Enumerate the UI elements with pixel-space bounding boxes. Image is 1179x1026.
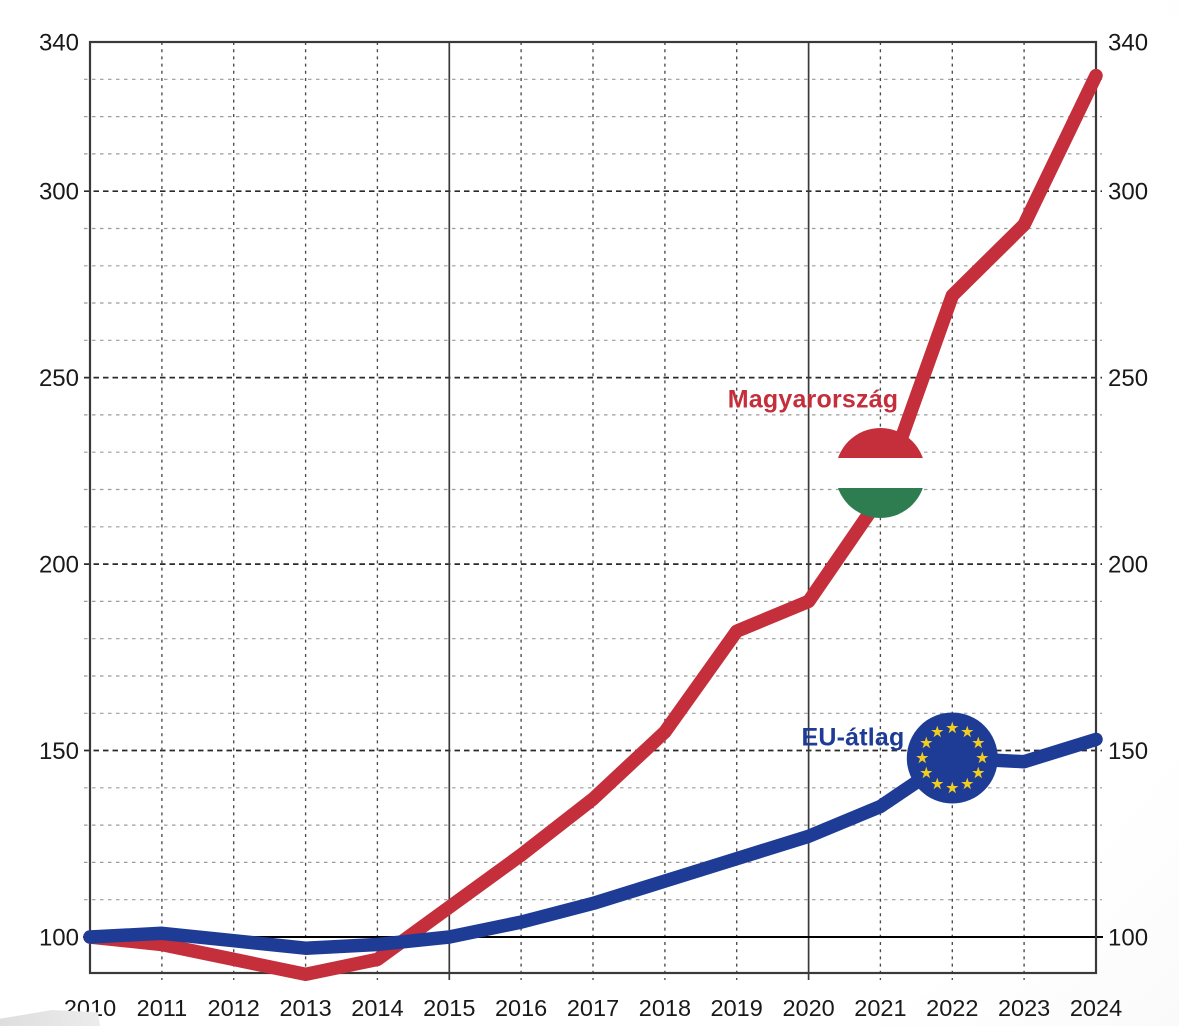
y-axis-label-right: 200 [1108,552,1148,579]
y-axis-label-right: 340 [1108,30,1148,57]
series-line-magyarorszag [83,68,1103,982]
eu-flag-star [961,725,974,738]
x-axis-label: 2023 [998,995,1050,1021]
x-axis-label: 2021 [854,995,906,1021]
x-axis-label: 2016 [495,995,547,1021]
y-axis-label-left: 150 [39,738,79,765]
x-axis-label: 2013 [279,995,331,1021]
x-axis-label: 2011 [137,995,188,1021]
eu-flag-star [920,766,933,779]
y-axis-label-right: 250 [1108,365,1148,392]
y-axis-label-right: 100 [1108,925,1148,952]
y-axis-label-left: 300 [39,179,79,206]
y-axis-label-left: 340 [39,30,79,57]
x-axis-label: 2018 [639,995,691,1021]
x-axis-label: 2017 [567,995,619,1021]
eu-flag-star [946,781,959,794]
x-axis-label: 2019 [711,995,763,1021]
eu-flag-star [931,777,944,790]
x-axis-label: 2022 [926,995,978,1021]
eu-flag-star [972,766,985,779]
y-axis-label-left: 100 [39,925,79,952]
plot-border [88,40,1098,975]
x-axis-label: 2020 [782,995,834,1021]
eu-flag-star [946,721,959,734]
y-axis-label-right: 300 [1108,179,1148,206]
eu-flag-star [976,751,989,764]
y-axis-label-left: 250 [39,365,79,392]
x-axis-label: 2014 [351,995,403,1021]
series-label-eu-atlag: EU-átlag [801,723,905,752]
eu-flag-star [972,736,985,749]
series-label-magyarorszag: Magyarország [727,385,899,414]
eu-flag-star [961,777,974,790]
x-axis-label: 2024 [1070,995,1122,1021]
eu-flag-marker [906,712,998,804]
x-axis-label: 2012 [208,995,260,1021]
y-axis-label-left: 200 [39,552,79,579]
eu-flag-star [931,725,944,738]
y-axis-label-right: 150 [1108,738,1148,765]
x-axis-label: 2015 [423,995,475,1021]
hungary-flag-stripe [835,458,926,489]
eu-flag-star [920,736,933,749]
plot-background [90,42,1096,973]
eu-flag-star [916,751,929,764]
